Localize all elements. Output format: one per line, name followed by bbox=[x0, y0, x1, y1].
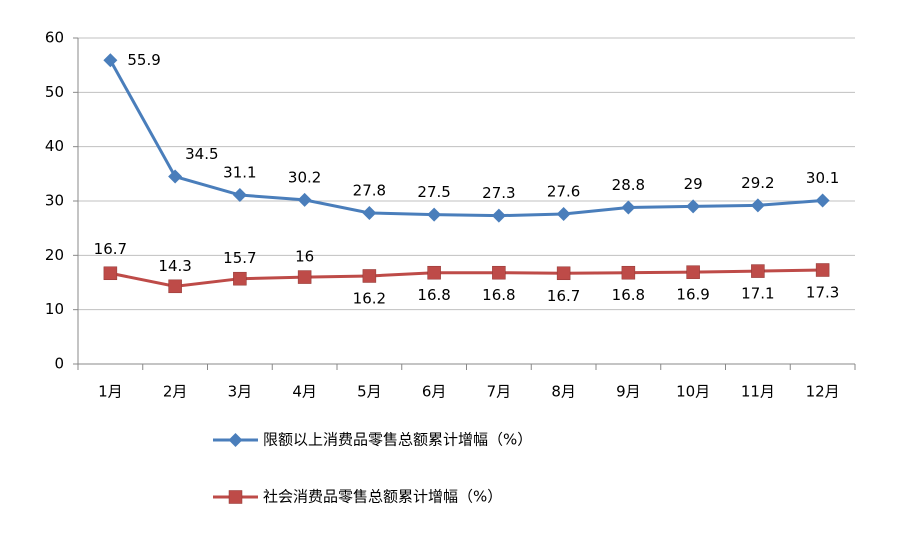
data-label: 55.9 bbox=[127, 51, 160, 69]
data-label: 16.7 bbox=[547, 287, 580, 305]
data-point bbox=[168, 169, 183, 184]
data-point bbox=[362, 269, 377, 283]
data-label: 27.6 bbox=[547, 183, 580, 201]
data-point bbox=[232, 188, 247, 203]
data-point bbox=[362, 205, 377, 220]
data-label: 30.2 bbox=[288, 168, 321, 186]
data-label: 16 bbox=[295, 248, 314, 266]
data-label: 31.1 bbox=[223, 164, 256, 182]
data-point bbox=[168, 279, 182, 294]
data-label: 17.1 bbox=[741, 285, 774, 303]
x-tick-label: 12月 bbox=[806, 383, 840, 401]
x-tick-label: 8月 bbox=[551, 383, 576, 401]
data-label: 28.8 bbox=[612, 176, 645, 194]
data-label: 15.7 bbox=[223, 249, 256, 267]
x-tick-label: 10月 bbox=[676, 383, 710, 401]
legend-label: 限额以上消费品零售总额累计增幅（%） bbox=[263, 431, 532, 449]
data-point bbox=[750, 198, 765, 213]
data-label: 30.1 bbox=[806, 169, 839, 187]
y-tick-label: 60 bbox=[45, 29, 64, 47]
x-tick-label: 7月 bbox=[487, 383, 512, 401]
y-tick-label: 50 bbox=[45, 83, 64, 101]
data-point bbox=[427, 265, 441, 280]
x-tick-label: 2月 bbox=[163, 383, 188, 401]
legend-label: 社会消费品零售总额累计增幅（%） bbox=[263, 488, 502, 506]
data-label: 27.5 bbox=[417, 183, 450, 201]
series-line bbox=[109, 59, 823, 218]
data-point bbox=[621, 200, 636, 215]
data-label: 16.8 bbox=[612, 286, 645, 304]
x-tick-label: 6月 bbox=[422, 383, 447, 401]
x-tick-label: 4月 bbox=[292, 383, 317, 401]
data-point bbox=[686, 199, 701, 214]
data-point bbox=[815, 193, 830, 208]
data-point bbox=[491, 208, 506, 223]
x-tick-label: 5月 bbox=[357, 383, 382, 401]
data-point bbox=[686, 265, 700, 279]
y-tick-label: 30 bbox=[45, 192, 64, 210]
data-point bbox=[556, 266, 571, 281]
legend-marker bbox=[228, 433, 243, 447]
data-point bbox=[621, 265, 636, 280]
data-label: 16.8 bbox=[482, 286, 515, 304]
x-tick-label: 9月 bbox=[616, 383, 641, 401]
data-point bbox=[297, 270, 312, 284]
legend-marker bbox=[228, 490, 243, 504]
data-label: 14.3 bbox=[158, 257, 191, 275]
data-label: 29.2 bbox=[741, 174, 774, 192]
y-tick-label: 10 bbox=[45, 300, 64, 318]
data-label: 16.8 bbox=[417, 286, 450, 304]
data-label: 17.3 bbox=[806, 284, 839, 302]
data-label: 16.2 bbox=[353, 289, 386, 307]
series-line bbox=[110, 268, 823, 288]
data-point bbox=[751, 264, 765, 278]
data-point bbox=[233, 271, 247, 286]
data-label: 34.5 bbox=[185, 145, 218, 163]
data-label: 29 bbox=[684, 175, 703, 193]
data-point bbox=[815, 263, 830, 277]
x-tick-label: 1月 bbox=[98, 383, 123, 401]
data-point bbox=[556, 207, 571, 222]
data-point bbox=[427, 207, 442, 222]
y-tick-label: 40 bbox=[45, 137, 64, 155]
data-label: 16.7 bbox=[94, 240, 127, 258]
data-point bbox=[103, 53, 118, 68]
data-label: 27.3 bbox=[482, 184, 515, 202]
data-point bbox=[492, 265, 506, 280]
data-point bbox=[297, 192, 312, 207]
x-tick-label: 11月 bbox=[741, 383, 775, 401]
y-tick-label: 20 bbox=[45, 246, 64, 264]
data-label: 16.9 bbox=[676, 286, 709, 304]
x-tick-label: 3月 bbox=[228, 383, 253, 401]
data-point bbox=[103, 266, 118, 281]
data-label: 27.8 bbox=[353, 181, 386, 199]
y-tick-label: 0 bbox=[54, 355, 64, 373]
